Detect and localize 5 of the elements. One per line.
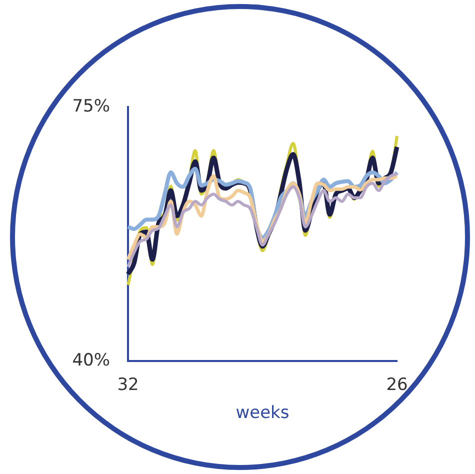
x-tick-label: 26: [386, 374, 408, 395]
x-axis-title: weeks: [236, 403, 290, 424]
y-tick-label: 40%: [72, 350, 110, 371]
x-tick-label: 32: [117, 374, 139, 395]
y-tick-label: 75%: [72, 96, 110, 116]
